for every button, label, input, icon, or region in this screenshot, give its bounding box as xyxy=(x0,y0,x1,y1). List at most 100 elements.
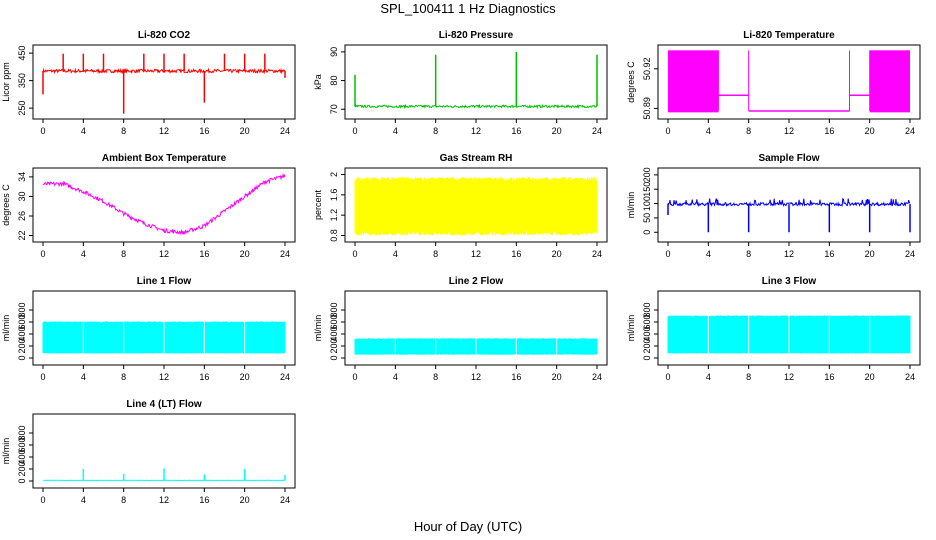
x-tick-label: 12 xyxy=(471,249,481,259)
y-tick-label: 34 xyxy=(17,172,27,182)
y-tick-label: 90 xyxy=(329,47,339,57)
x-tick-label: 24 xyxy=(905,372,915,382)
y-tick-label: 200 xyxy=(642,338,652,353)
x-tick-label: 4 xyxy=(81,126,86,136)
y-tick-label: 50 xyxy=(642,213,652,223)
data-band xyxy=(668,50,719,113)
x-tick-label: 8 xyxy=(121,372,126,382)
panel-title: Li-820 Temperature xyxy=(743,30,835,41)
y-tick-label: 200 xyxy=(329,338,339,353)
x-tick-label: 16 xyxy=(199,249,209,259)
x-tick-label: 24 xyxy=(592,126,602,136)
panel-title: Line 3 Flow xyxy=(762,276,817,287)
chart-panel: Ambient Box Temperature degrees C 0 4 8 12 16 2… xyxy=(1,153,296,259)
data-series xyxy=(354,177,598,236)
x-tick-label: 0 xyxy=(352,372,357,382)
plot-frame xyxy=(344,44,608,120)
panel-title: Li-820 CO2 xyxy=(138,30,191,41)
x-tick-label: 20 xyxy=(240,495,250,505)
y-tick-label: 400 xyxy=(642,326,652,341)
x-tick-label: 0 xyxy=(40,126,45,136)
y-tick-label: 250 xyxy=(17,101,27,116)
chart-panel: Gas Stream RH percent 0 4 8 12 16 20 24 0.8 1.2 1.6… xyxy=(313,153,608,259)
y-tick-label: 0 xyxy=(329,355,339,360)
x-tick-label: 0 xyxy=(665,126,670,136)
chart-panel: Line 1 Flow ml/min 0 4 8 12 16 20 24 0 20040060080… xyxy=(1,276,296,382)
panel-title: Line 1 Flow xyxy=(137,276,192,287)
panel-title: Ambient Box Temperature xyxy=(102,153,227,164)
x-tick-label: 12 xyxy=(159,372,169,382)
y-tick-label: 200 xyxy=(642,167,652,182)
x-tick-label: 20 xyxy=(240,372,250,382)
x-tick-label: 12 xyxy=(159,495,169,505)
x-tick-label: 24 xyxy=(280,126,290,136)
data-series xyxy=(42,172,286,236)
x-tick-label: 8 xyxy=(746,126,751,136)
x-tick-label: 16 xyxy=(824,372,834,382)
y-tick-label: 150 xyxy=(642,182,652,197)
y-axis-label: ml/min xyxy=(626,315,636,342)
y-tick-label: 400 xyxy=(17,449,27,464)
x-tick-label: 20 xyxy=(552,372,562,382)
y-tick-label: 50.92 xyxy=(642,58,652,81)
chart-panel: Li-820 Temperature degrees C 0 4 8 12 16 20 24 50… xyxy=(626,30,921,136)
y-tick-label: 2 xyxy=(329,172,339,177)
x-tick-label: 16 xyxy=(824,249,834,259)
x-tick-label: 0 xyxy=(352,126,357,136)
y-tick-label: 600 xyxy=(17,314,27,329)
data-series xyxy=(354,338,598,355)
y-tick-label: 400 xyxy=(17,326,27,341)
panel-title: Gas Stream RH xyxy=(440,153,513,164)
x-tick-label: 8 xyxy=(433,249,438,259)
x-tick-label: 0 xyxy=(40,372,45,382)
x-tick-label: 20 xyxy=(240,249,250,259)
x-tick-label: 16 xyxy=(511,372,521,382)
chart-panel: Li-820 Pressure kPa 0 4 8 12 16 20 24 70 80 90 xyxy=(313,30,608,136)
y-axis-label: degrees C xyxy=(1,184,11,226)
y-tick-label: 0 xyxy=(17,355,27,360)
y-tick-label: 450 xyxy=(17,46,27,61)
panel-title: Line 2 Flow xyxy=(449,276,504,287)
y-axis-label: ml/min xyxy=(1,315,11,342)
y-tick-label: 1.2 xyxy=(329,209,339,222)
y-tick-label: 0 xyxy=(642,355,652,360)
y-axis-label: percent xyxy=(313,189,323,220)
x-tick-label: 16 xyxy=(511,249,521,259)
y-tick-label: 70 xyxy=(329,104,339,114)
x-tick-label: 20 xyxy=(240,126,250,136)
panel-title: Sample Flow xyxy=(758,153,819,164)
data-series xyxy=(354,103,598,110)
x-tick-label: 12 xyxy=(471,126,481,136)
y-tick-label: 80 xyxy=(329,76,339,86)
x-tick-label: 0 xyxy=(665,372,670,382)
y-axis-label: degrees C xyxy=(626,61,636,103)
x-tick-label: 8 xyxy=(433,126,438,136)
x-tick-label: 24 xyxy=(280,372,290,382)
y-tick-label: 0 xyxy=(642,230,652,235)
panel-title: Li-820 Pressure xyxy=(439,30,514,41)
x-tick-label: 12 xyxy=(159,249,169,259)
y-tick-label: 26 xyxy=(17,211,27,221)
panel-title: Line 4 (LT) Flow xyxy=(126,399,202,410)
y-axis-label: Licor ppm xyxy=(1,62,11,102)
x-tick-label: 8 xyxy=(121,495,126,505)
x-tick-label: 4 xyxy=(706,372,711,382)
x-tick-label: 16 xyxy=(199,126,209,136)
x-tick-label: 20 xyxy=(865,126,875,136)
x-tick-label: 12 xyxy=(784,372,794,382)
x-tick-label: 12 xyxy=(159,126,169,136)
x-tick-label: 4 xyxy=(393,126,398,136)
x-tick-label: 8 xyxy=(746,249,751,259)
y-tick-label: 200 xyxy=(17,338,27,353)
chart-panel: Line 3 Flow ml/min 0 4 8 12 16 20 24 0 20040060080… xyxy=(626,276,921,382)
data-series xyxy=(667,197,911,208)
x-tick-label: 20 xyxy=(552,126,562,136)
x-tick-label: 24 xyxy=(905,249,915,259)
y-axis-label: kPa xyxy=(313,74,323,90)
figure-xlabel: Hour of Day (UTC) xyxy=(414,519,522,534)
y-tick-label: 22 xyxy=(17,231,27,241)
data-series xyxy=(667,315,911,354)
